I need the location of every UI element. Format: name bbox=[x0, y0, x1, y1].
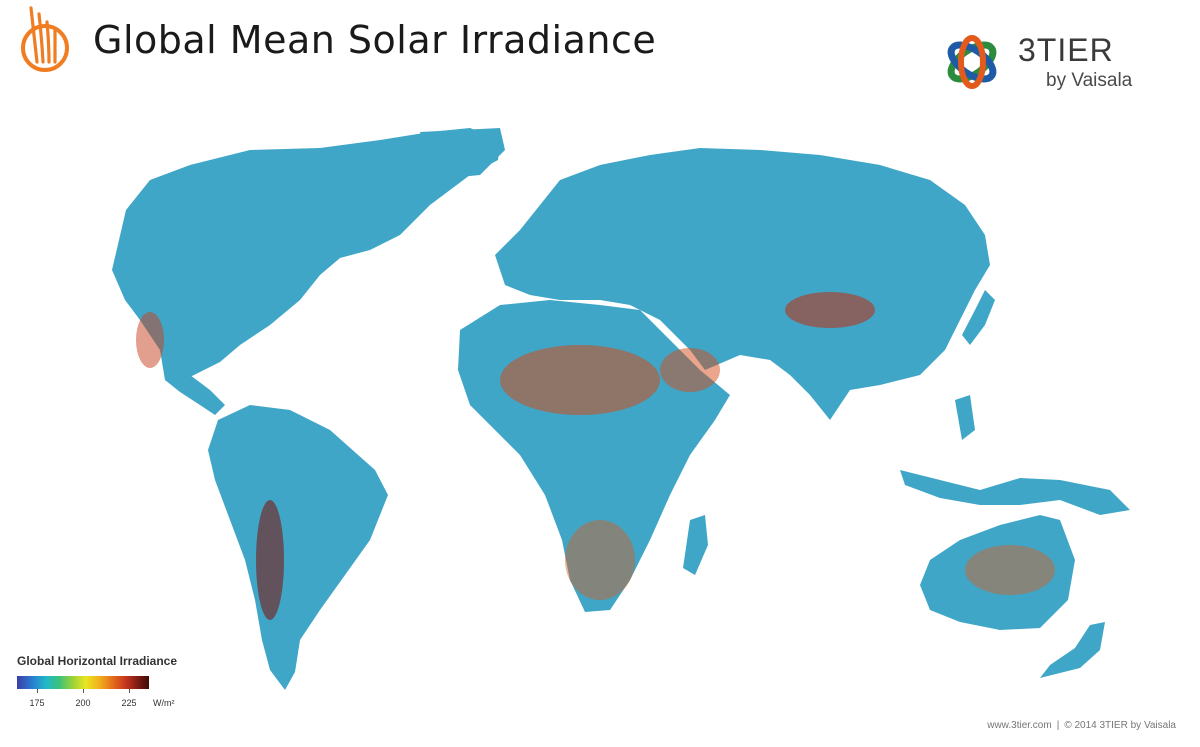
japan bbox=[962, 290, 995, 345]
arabia-hotspot bbox=[660, 348, 720, 392]
legend-tick bbox=[37, 689, 38, 693]
indonesia bbox=[900, 470, 1130, 515]
legend-title: Global Horizontal Irradiance bbox=[17, 654, 178, 668]
philippines bbox=[955, 395, 975, 440]
north-america bbox=[112, 128, 500, 382]
brand-logo: 3TIER by Vaisala bbox=[938, 28, 1158, 98]
footer-separator: | bbox=[1056, 720, 1060, 731]
page-title: Global Mean Solar Irradiance bbox=[93, 18, 657, 62]
andes-hotspot bbox=[256, 500, 284, 620]
tibet-hotspot bbox=[785, 292, 875, 328]
footer: www.3tier.com | © 2014 3TIER by Vaisala bbox=[987, 720, 1176, 731]
legend-tick-label: 200 bbox=[75, 698, 91, 708]
legend-tick-label: 175 bbox=[29, 698, 45, 708]
legend-tick bbox=[83, 689, 84, 693]
sahara-hotspot bbox=[500, 345, 660, 415]
mexico-hotspot bbox=[136, 312, 164, 368]
uk bbox=[520, 235, 545, 270]
sun-rays-icon bbox=[21, 6, 69, 72]
legend-tick bbox=[129, 689, 130, 693]
brand-tagline: by Vaisala bbox=[1046, 70, 1133, 91]
new-zealand bbox=[1040, 622, 1105, 678]
legend: Global Horizontal Irradiance 175 200 225… bbox=[17, 654, 217, 714]
south-america bbox=[208, 405, 388, 690]
footer-copyright: © 2014 3TIER by Vaisala bbox=[1064, 720, 1176, 731]
legend-color-scale bbox=[17, 676, 149, 689]
legend-unit: W/m² bbox=[153, 698, 175, 708]
brand-name: 3TIER bbox=[1018, 32, 1114, 68]
orbit-mark-icon bbox=[947, 35, 997, 89]
eurasia bbox=[495, 148, 990, 420]
greenland bbox=[420, 128, 505, 178]
southern-africa-hotspot bbox=[565, 520, 635, 600]
australia-hotspot bbox=[965, 545, 1055, 595]
madagascar bbox=[683, 515, 708, 575]
legend-tick-label: 225 bbox=[121, 698, 137, 708]
australia bbox=[920, 515, 1075, 630]
footer-website: www.3tier.com bbox=[987, 720, 1052, 731]
central-america bbox=[160, 350, 225, 415]
